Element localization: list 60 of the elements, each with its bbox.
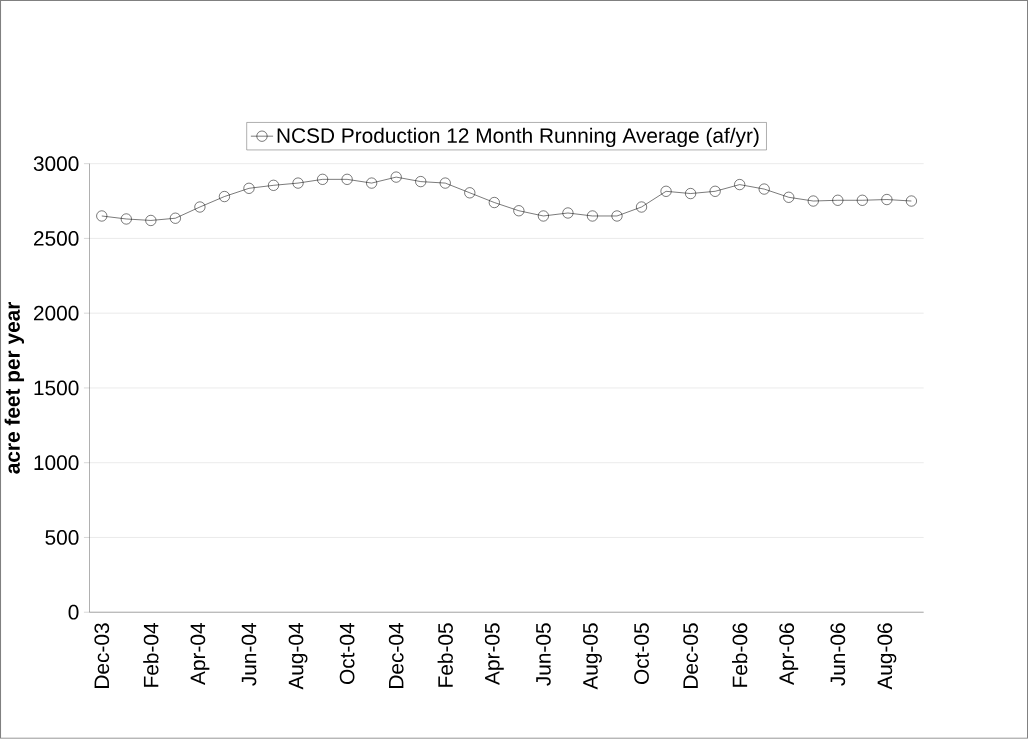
point [268, 179, 279, 191]
legend-label: NCSD Production 12 Month Running Average (af/yr) [277, 127, 759, 148]
point [218, 191, 230, 203]
x-tick-label: Aug-05 [583, 623, 602, 690]
y-tick-label: 1000 [34, 455, 79, 471]
point [905, 195, 917, 207]
y-tick-label: 0 [68, 604, 79, 620]
point [366, 177, 378, 189]
point [415, 176, 427, 188]
point [439, 177, 451, 189]
point [390, 171, 402, 183]
point [169, 212, 181, 224]
x-tick-label: Feb-05 [437, 623, 453, 687]
point [341, 173, 353, 185]
y-tick-label: 2000 [34, 305, 79, 321]
point [636, 201, 647, 213]
y-tick-label: 2500 [34, 231, 79, 246]
x-tick-label: Dec-03 [94, 623, 110, 688]
x-tick-label: Apr-04 [190, 623, 210, 686]
x-tick-label: Jun-06 [830, 623, 846, 686]
point [243, 182, 255, 194]
x-tick-label: Dec-05 [683, 623, 698, 688]
point [783, 191, 795, 203]
point [562, 207, 574, 219]
x-tick-label: Jun-05 [536, 623, 551, 686]
point [513, 205, 525, 217]
x-tick-label: Apr-06 [779, 623, 799, 686]
x-tick-label: Feb-06 [732, 623, 748, 687]
x-tick-label: Oct-05 [634, 623, 649, 685]
point [734, 179, 746, 191]
point [537, 210, 549, 222]
point [464, 187, 476, 199]
x-tick-label: Aug-04 [288, 623, 308, 690]
x-tick-label: Feb-04 [143, 623, 159, 687]
point [709, 185, 721, 197]
x-tick-label: Aug-06 [877, 623, 897, 690]
y-tick-label: 1500 [34, 380, 79, 396]
point [194, 201, 206, 213]
point [611, 210, 623, 222]
x-tick-label: Oct-04 [339, 623, 355, 685]
point [96, 210, 108, 222]
point [292, 177, 304, 189]
point [832, 194, 844, 206]
point [685, 188, 697, 200]
point [881, 194, 893, 206]
y-tick-label: 3000 [33, 156, 79, 172]
point [758, 183, 770, 195]
point [856, 194, 868, 206]
x-tick-label: Jun-04 [241, 623, 257, 686]
x-tick-label: Apr-05 [484, 623, 504, 686]
point [145, 215, 157, 227]
y-axis-title: acre feet per year [4, 302, 25, 474]
point [120, 213, 132, 225]
point [317, 173, 329, 185]
point [488, 197, 500, 209]
y-tick-label: 500 [45, 530, 79, 545]
point [807, 195, 819, 207]
point [660, 185, 672, 197]
x-tick-label: Dec-04 [388, 623, 404, 688]
point [586, 210, 598, 222]
